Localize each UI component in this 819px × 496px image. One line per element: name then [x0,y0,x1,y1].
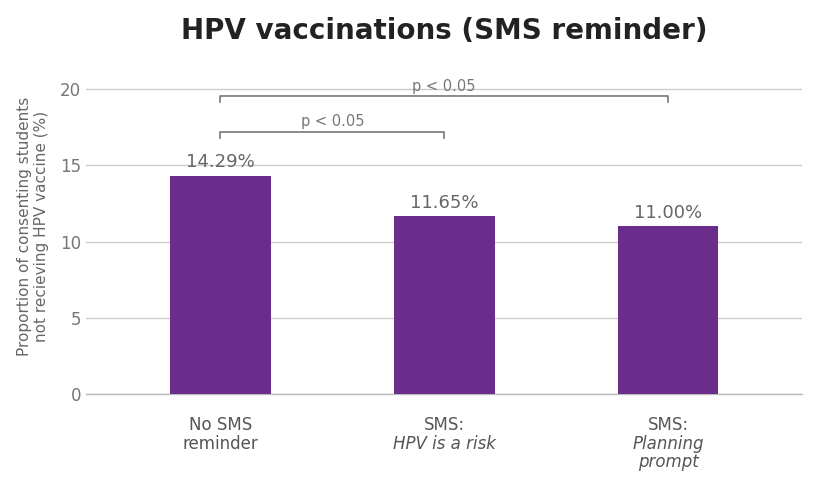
Text: reminder: reminder [183,435,258,453]
Y-axis label: Proportion of consenting students
not recieving HPV vaccine (%): Proportion of consenting students not re… [16,97,49,356]
Text: HPV is a risk: HPV is a risk [393,435,495,453]
Text: No SMS: No SMS [189,416,252,434]
Text: SMS:: SMS: [648,416,689,434]
Text: prompt: prompt [638,453,699,471]
Text: 11.00%: 11.00% [634,204,702,222]
Bar [394,216,495,394]
Bar [618,226,718,394]
Bar [170,176,271,394]
Text: p < 0.05: p < 0.05 [301,114,364,129]
Text: 14.29%: 14.29% [186,153,255,172]
Text: p < 0.05: p < 0.05 [413,79,476,94]
Title: HPV vaccinations (SMS reminder): HPV vaccinations (SMS reminder) [181,17,708,45]
Text: SMS:: SMS: [423,416,465,434]
Text: 11.65%: 11.65% [410,194,478,212]
Text: Planning: Planning [632,435,704,453]
